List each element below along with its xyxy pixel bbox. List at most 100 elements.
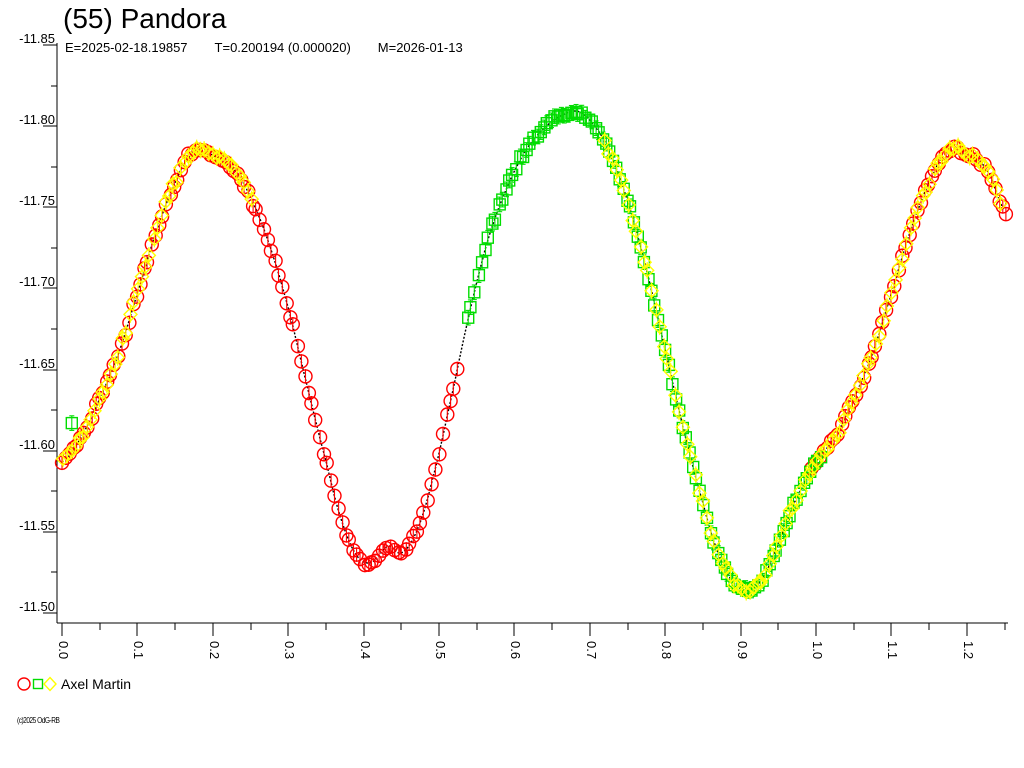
data-point xyxy=(193,141,209,159)
y-tick-label: -11.80 xyxy=(19,112,55,127)
y-tick-label: -11.85 xyxy=(19,31,55,46)
data-point xyxy=(161,187,177,205)
data-point xyxy=(531,128,545,145)
data-point xyxy=(323,473,339,488)
data-point xyxy=(446,381,461,397)
data-point xyxy=(486,215,499,232)
plot-subtitle: E=2025-02-18.19857 T=0.200194 (0.000020)… xyxy=(65,40,463,55)
data-point xyxy=(409,524,425,539)
data-point xyxy=(847,386,863,404)
data-point xyxy=(616,182,632,199)
x-tick-label: 0.9 xyxy=(735,641,750,659)
data-point xyxy=(801,465,817,483)
epoch-label: E=2025-02-18.19857 xyxy=(65,40,188,55)
data-point xyxy=(832,424,847,442)
x-axis-ticks: 0.0 0.1 0.2 0.3 0.4 0.5 0.6 0.7 0.8 0.9 1.0 1.1 1.2 xyxy=(56,623,1006,659)
y-tick-label: -11.75 xyxy=(19,193,55,208)
data-point xyxy=(625,212,641,229)
x-tick-label: 0.1 xyxy=(131,641,146,659)
data-point xyxy=(158,193,174,211)
x-tick-label: 0.4 xyxy=(358,641,373,659)
data-point xyxy=(488,211,502,228)
data-point xyxy=(913,195,929,211)
data-point xyxy=(668,386,683,404)
period-label: T=0.200194 (0.000020) xyxy=(214,40,351,55)
data-point xyxy=(863,349,879,367)
data-point xyxy=(903,219,919,237)
data-point xyxy=(72,429,88,447)
legend-marker-icons xyxy=(17,676,57,692)
data-point xyxy=(992,195,1008,212)
data-point xyxy=(245,198,261,214)
observer-name: Axel Martin xyxy=(61,676,132,692)
data-point xyxy=(995,199,1010,214)
data-point xyxy=(888,271,904,289)
data-point xyxy=(468,284,481,301)
data-point xyxy=(481,229,494,246)
data-point xyxy=(898,240,913,256)
data-point xyxy=(279,296,294,311)
data-point xyxy=(450,361,465,377)
data-point xyxy=(312,429,328,445)
data-point xyxy=(679,435,695,453)
data-point xyxy=(985,170,1001,188)
data-point xyxy=(298,369,313,384)
data-point xyxy=(894,250,910,268)
data-point xyxy=(871,328,887,345)
data-point xyxy=(663,363,679,380)
data-point xyxy=(268,253,283,269)
data-point xyxy=(283,310,298,325)
data-point xyxy=(123,306,138,323)
x-tick-label: 0.0 xyxy=(56,641,71,659)
data-point xyxy=(327,488,342,504)
data-point xyxy=(639,262,655,279)
data-point xyxy=(656,338,672,355)
data-point xyxy=(118,324,134,342)
data-point xyxy=(887,278,902,294)
data-point xyxy=(154,207,170,224)
data-point xyxy=(130,280,146,298)
data-point xyxy=(428,462,443,477)
data-point xyxy=(773,527,789,545)
data-point xyxy=(637,253,653,271)
axes xyxy=(56,43,1008,624)
data-point xyxy=(432,447,447,462)
data-point xyxy=(435,426,451,442)
data-point xyxy=(682,448,698,466)
y-axis-ticks: -11.85 -11.80 -11.75 -11.70 -11.65 -11.60 -11.… xyxy=(19,31,57,614)
data-point xyxy=(304,396,319,411)
legend: Axel Martin xyxy=(16,675,131,693)
legend-circle-icon xyxy=(17,677,31,691)
data-point xyxy=(520,142,533,158)
data-point xyxy=(510,161,523,178)
data-point xyxy=(998,206,1014,222)
data-point xyxy=(440,407,455,422)
data-point xyxy=(726,577,742,594)
x-tick-label: 1.1 xyxy=(885,641,900,659)
data-point xyxy=(793,482,809,500)
data-point xyxy=(319,455,334,471)
series-green-squares xyxy=(65,103,828,599)
data-point xyxy=(659,350,675,367)
x-tick-label: 0.5 xyxy=(433,641,448,659)
data-point xyxy=(65,415,79,431)
copyright-note: (c)2025 OdG-RB xyxy=(17,716,60,725)
data-point xyxy=(141,247,157,264)
data-point xyxy=(671,403,687,421)
series-red-circles xyxy=(54,139,1014,573)
data-point xyxy=(87,402,102,420)
series-yellow-diamonds xyxy=(55,132,1008,601)
y-tick-label: -11.65 xyxy=(19,356,55,371)
data-point xyxy=(856,367,871,384)
data-point xyxy=(375,543,391,558)
data-point xyxy=(346,543,361,558)
data-point xyxy=(165,175,181,193)
x-tick-label: 1.2 xyxy=(961,641,976,659)
data-point xyxy=(232,167,248,185)
data-point xyxy=(688,466,704,484)
data-point xyxy=(420,493,435,508)
data-point xyxy=(769,537,784,555)
data-point xyxy=(110,349,126,366)
